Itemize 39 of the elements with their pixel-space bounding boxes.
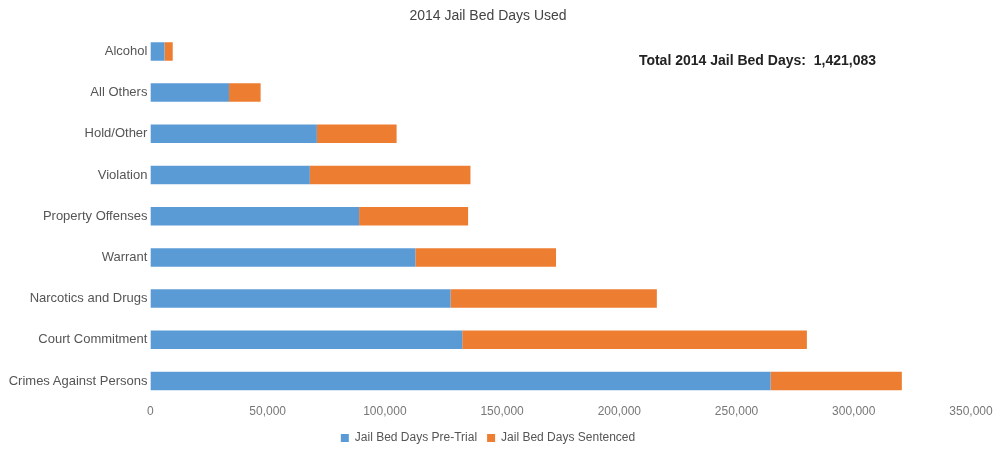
y-tick-label: Court Commitment [38, 331, 148, 347]
legend-label: Jail Bed Days Sentenced [501, 430, 636, 445]
bar [150, 206, 360, 226]
bar [316, 124, 397, 144]
bar [150, 165, 310, 185]
bar [462, 330, 807, 350]
bar [309, 165, 471, 185]
bar [359, 206, 469, 226]
bar [150, 248, 416, 267]
x-tick-label: 350,000 [949, 404, 994, 419]
bar [450, 289, 657, 308]
x-tick-label: 0 [147, 404, 155, 419]
bar [150, 83, 229, 102]
y-tick-label: Violation [97, 166, 148, 182]
bar [164, 42, 173, 61]
bar [150, 124, 317, 144]
y-tick-label: Alcohol [104, 42, 148, 58]
y-tick-label: Hold/Other [84, 125, 149, 141]
bar [150, 42, 165, 61]
annotation: Total 2014 Jail Bed Days: 1,421,083 [638, 51, 877, 68]
x-tick-label: 250,000 [714, 404, 759, 419]
x-tick-label: 100,000 [363, 404, 407, 419]
y-tick-label: Warrant [101, 248, 148, 264]
y-tick-label: Crimes Against Persons [8, 372, 148, 388]
y-tick-label: Property Offenses [42, 207, 148, 223]
bar [770, 371, 902, 391]
x-tick-label: 300,000 [832, 404, 876, 419]
bar [415, 248, 557, 267]
x-tick-label: 200,000 [597, 404, 642, 419]
y-tick-label: All Others [90, 84, 148, 100]
legend-label: Jail Bed Days Pre-Trial [354, 430, 478, 445]
bar [150, 289, 451, 308]
bar [150, 371, 771, 391]
x-tick-label: 150,000 [480, 404, 525, 419]
bar [150, 330, 463, 350]
y-tick-label: Narcotics and Drugs [29, 290, 148, 306]
bar [228, 83, 261, 102]
x-tick-label: 50,000 [249, 404, 287, 419]
chart-title: 2014 Jail Bed Days Used [409, 7, 567, 24]
